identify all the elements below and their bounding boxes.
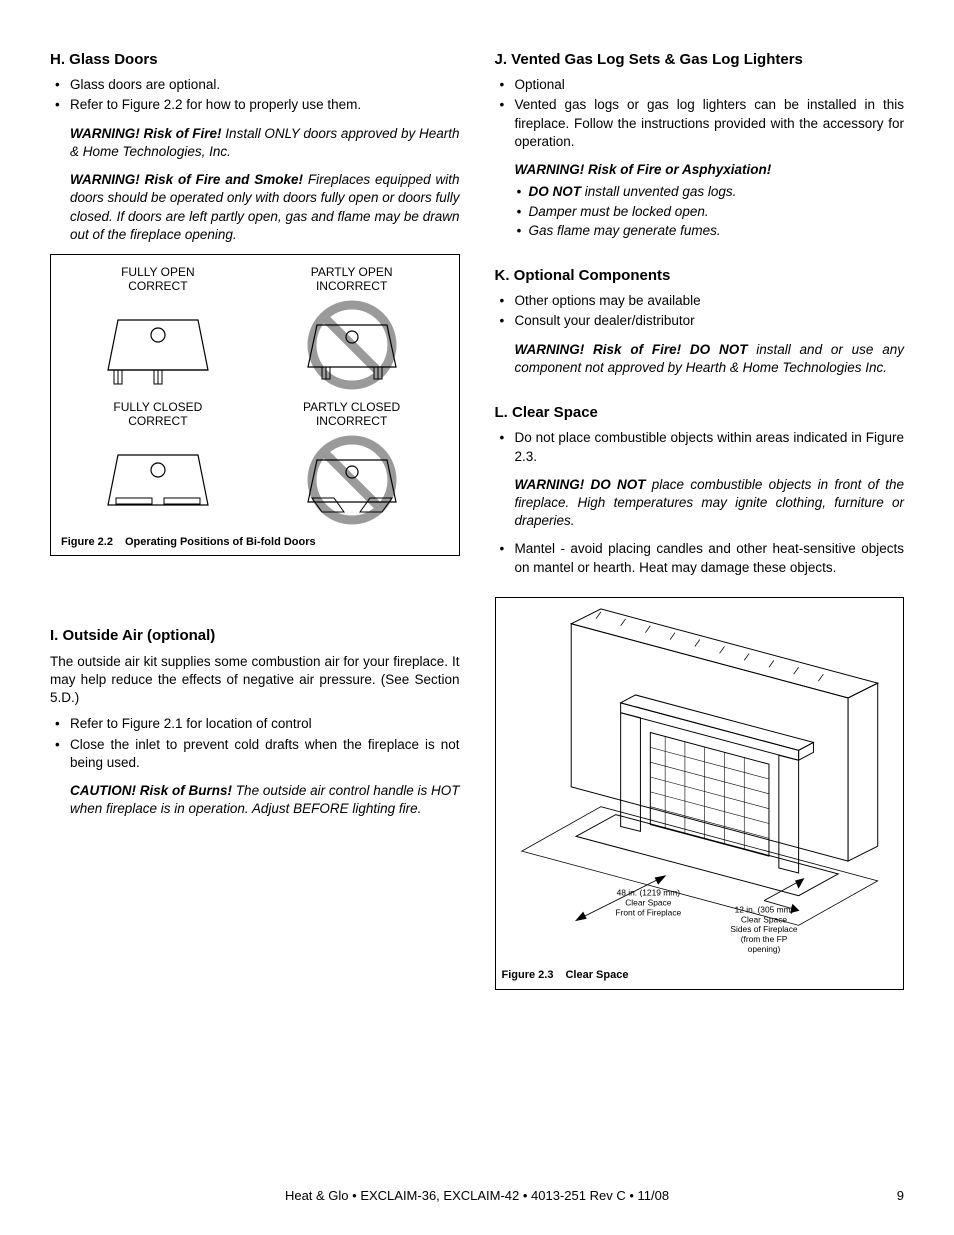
door-label-line: CORRECT [128,279,187,293]
warning-lead: WARNING! Risk of Fire and Smoke! [70,172,303,187]
door-row: FULLY OPENCORRECT [61,265,449,390]
warning-block: WARNING! Risk of Fire or Asphyxiation! D… [495,161,905,240]
dim-label: Clear Space [625,897,672,907]
figure-2-2: FULLY OPENCORRECT [50,254,460,556]
dim-label: 48 in. (1219 mm) [616,888,680,898]
warning-lead: WARNING! Risk of Fire or Asphyxiation! [515,162,772,177]
section-l-heading: L. Clear Space [495,403,905,423]
warning-lead: WARNING! Risk of Fire! DO NOT [515,342,748,357]
two-column-layout: H. Glass Doors Glass doors are optional.… [50,50,904,990]
list-item: Gas flame may generate fumes. [529,222,905,240]
warning-block: WARNING! Risk of Fire and Smoke! Firepla… [50,171,460,244]
caution-lead: CAUTION! Risk of Burns! [70,783,232,798]
section-i-intro: The outside air kit supplies some combus… [50,653,460,708]
door-diagram-icon [93,300,223,390]
list-item: Consult your dealer/distributor [515,312,905,330]
list-item: Mantel - avoid placing candles and other… [515,540,905,576]
figure-title: Operating Positions of Bi-fold Doors [125,536,316,548]
section-k-heading: K. Optional Components [495,266,905,286]
list-item: Do not place combustible objects within … [515,429,905,465]
dim-label: (from the FP [740,934,787,944]
list-item: Refer to Figure 2.1 for location of cont… [70,715,460,733]
dim-label: Front of Fireplace [615,907,681,917]
door-label-line: PARTLY OPEN [311,265,393,279]
list-item: Damper must be locked open. [529,203,905,221]
warning-block: WARNING! DO NOT place combustible object… [495,476,905,531]
dim-label: 12 in. (305 mm) [734,904,793,914]
figure-2-3: 48 in. (1219 mm) Clear Space Front of Fi… [495,597,905,990]
page-footer: Heat & Glo • EXCLAIM-36, EXCLAIM-42 • 40… [50,1187,904,1205]
section-h-bullets: Glass doors are optional. Refer to Figur… [50,76,460,114]
section-l-bullets: Do not place combustible objects within … [495,429,905,465]
dim-label: Sides of Fireplace [730,924,797,934]
door-diagram-no-icon [287,300,417,390]
door-partly-open: PARTLY OPENINCORRECT [259,265,445,390]
door-label-line: FULLY OPEN [121,265,195,279]
section-l-bullets-2: Mantel - avoid placing candles and other… [495,540,905,576]
right-column: J. Vented Gas Log Sets & Gas Log Lighter… [495,50,905,990]
door-fully-closed: FULLY CLOSEDCORRECT [65,400,251,525]
warning-sublist: DO NOT install unvented gas logs. Damper… [515,183,905,240]
list-item: Vented gas logs or gas log lighters can … [515,96,905,151]
door-diagram-icon [93,435,223,525]
section-k-bullets: Other options may be available Consult y… [495,292,905,330]
dim-label: Clear Space [740,914,787,924]
door-fully-open: FULLY OPENCORRECT [65,265,251,390]
door-label-line: CORRECT [128,414,187,428]
figure-caption: Figure 2.2 Operating Positions of Bi-fold… [61,535,449,550]
dim-label: opening) [747,944,780,954]
list-item: Close the inlet to prevent cold drafts w… [70,736,460,772]
caution-block: CAUTION! Risk of Burns! The outside air … [50,782,460,818]
figure-caption: Figure 2.3 Clear Space [502,968,898,983]
list-item: DO NOT install unvented gas logs. [529,183,905,201]
section-i-heading: I. Outside Air (optional) [50,626,460,646]
left-column: H. Glass Doors Glass doors are optional.… [50,50,460,990]
warning-block: WARNING! Risk of Fire! DO NOT install an… [495,341,905,377]
figure-number: Figure 2.2 [61,536,113,548]
door-label-line: INCORRECT [316,414,387,428]
list-item: Other options may be available [515,292,905,310]
warning-block: WARNING! Risk of Fire! Install ONLY door… [50,125,460,161]
figure-number: Figure 2.3 [502,969,554,981]
section-j-bullets: Optional Vented gas logs or gas log ligh… [495,76,905,151]
list-item: Glass doors are optional. [70,76,460,94]
fireplace-isometric-icon: 48 in. (1219 mm) Clear Space Front of Fi… [502,604,898,960]
door-partly-closed: PARTLY CLOSEDINCORRECT [259,400,445,525]
door-label-line: PARTLY CLOSED [303,400,400,414]
list-item: Refer to Figure 2.2 for how to properly … [70,96,460,114]
figure-title: Clear Space [565,969,628,981]
footer-center: Heat & Glo • EXCLAIM-36, EXCLAIM-42 • 40… [50,1187,904,1205]
door-label-line: INCORRECT [316,279,387,293]
page-number: 9 [897,1187,904,1205]
door-diagram-no-icon [287,435,417,525]
warning-lead: WARNING! DO NOT [515,477,646,492]
door-label-line: FULLY CLOSED [113,400,202,414]
warning-lead: WARNING! Risk of Fire! [70,126,222,141]
door-row: FULLY CLOSEDCORRECT PARTLY CLO [61,400,449,525]
section-i-bullets: Refer to Figure 2.1 for location of cont… [50,715,460,772]
section-h-heading: H. Glass Doors [50,50,460,70]
list-item: Optional [515,76,905,94]
section-j-heading: J. Vented Gas Log Sets & Gas Log Lighter… [495,50,905,70]
